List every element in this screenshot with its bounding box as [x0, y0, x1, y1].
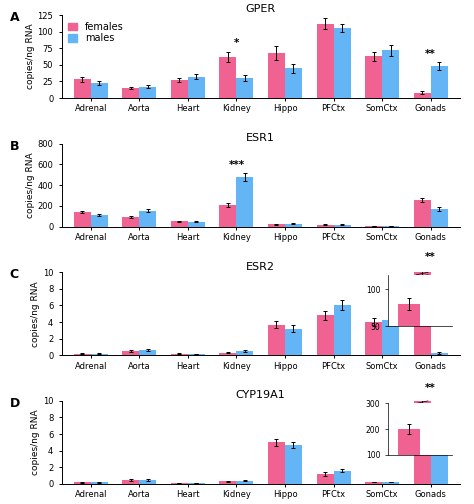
Bar — [188, 222, 205, 227]
Bar — [382, 482, 399, 484]
Bar — [122, 480, 139, 484]
Bar — [285, 329, 302, 355]
Y-axis label: copies/ng RNA: copies/ng RNA — [31, 410, 40, 475]
Bar — [91, 354, 108, 355]
Bar — [237, 78, 254, 98]
Bar — [285, 68, 302, 98]
Bar — [431, 66, 447, 98]
Title: ESR2: ESR2 — [246, 262, 275, 272]
Bar — [414, 272, 431, 355]
Bar — [317, 474, 334, 484]
Bar — [382, 321, 399, 355]
Bar — [431, 353, 447, 355]
Bar — [188, 354, 205, 355]
Text: ***: *** — [228, 160, 245, 170]
Bar — [219, 57, 237, 98]
Bar — [122, 88, 139, 98]
Text: **: ** — [425, 253, 436, 263]
Bar — [382, 50, 399, 98]
Bar — [171, 483, 188, 484]
Bar — [285, 224, 302, 227]
Bar — [122, 217, 139, 227]
Bar — [188, 483, 205, 484]
Bar — [74, 212, 91, 227]
Bar — [382, 226, 399, 227]
Y-axis label: copies/ng RNA: copies/ng RNA — [26, 152, 35, 218]
Text: *: * — [234, 38, 239, 48]
Bar — [414, 93, 431, 98]
Bar — [91, 84, 108, 98]
Text: C: C — [10, 268, 19, 281]
Bar — [334, 471, 351, 484]
Text: A: A — [10, 11, 19, 24]
Bar — [365, 56, 382, 98]
Bar — [317, 24, 334, 98]
Bar — [365, 226, 382, 227]
Bar — [268, 224, 285, 227]
Text: **: ** — [425, 49, 436, 59]
Bar — [268, 325, 285, 355]
Text: **: ** — [425, 384, 436, 394]
Title: CYP19A1: CYP19A1 — [236, 390, 285, 400]
Bar — [268, 443, 285, 484]
Bar — [139, 211, 156, 227]
Text: B: B — [10, 140, 19, 153]
Bar — [91, 215, 108, 227]
Bar — [334, 28, 351, 98]
Bar — [285, 445, 302, 484]
Bar — [317, 316, 334, 355]
Bar — [74, 354, 91, 355]
Legend: females, males: females, males — [66, 20, 126, 45]
Bar — [237, 177, 254, 227]
Bar — [334, 225, 351, 227]
Bar — [237, 351, 254, 355]
Bar — [139, 350, 156, 355]
Bar — [268, 53, 285, 98]
Bar — [139, 87, 156, 98]
Bar — [431, 209, 447, 227]
Bar — [365, 322, 382, 355]
Bar — [414, 401, 431, 484]
Bar — [74, 482, 91, 484]
Bar — [171, 221, 188, 227]
Title: ESR1: ESR1 — [246, 133, 275, 143]
Bar — [122, 351, 139, 355]
Bar — [188, 77, 205, 98]
Bar — [334, 305, 351, 355]
Bar — [139, 480, 156, 484]
Bar — [219, 206, 237, 227]
Y-axis label: copies/ng RNA: copies/ng RNA — [31, 281, 40, 347]
Bar — [74, 80, 91, 98]
Bar — [171, 80, 188, 98]
Bar — [219, 481, 237, 484]
Bar — [219, 353, 237, 355]
Bar — [91, 482, 108, 484]
Title: GPER: GPER — [246, 5, 276, 14]
Bar — [414, 200, 431, 227]
Bar — [171, 354, 188, 355]
Bar — [431, 426, 447, 484]
Text: D: D — [10, 397, 20, 410]
Bar — [237, 480, 254, 484]
Bar — [365, 482, 382, 484]
Y-axis label: copies/ng RNA: copies/ng RNA — [26, 24, 35, 89]
Bar — [317, 225, 334, 227]
